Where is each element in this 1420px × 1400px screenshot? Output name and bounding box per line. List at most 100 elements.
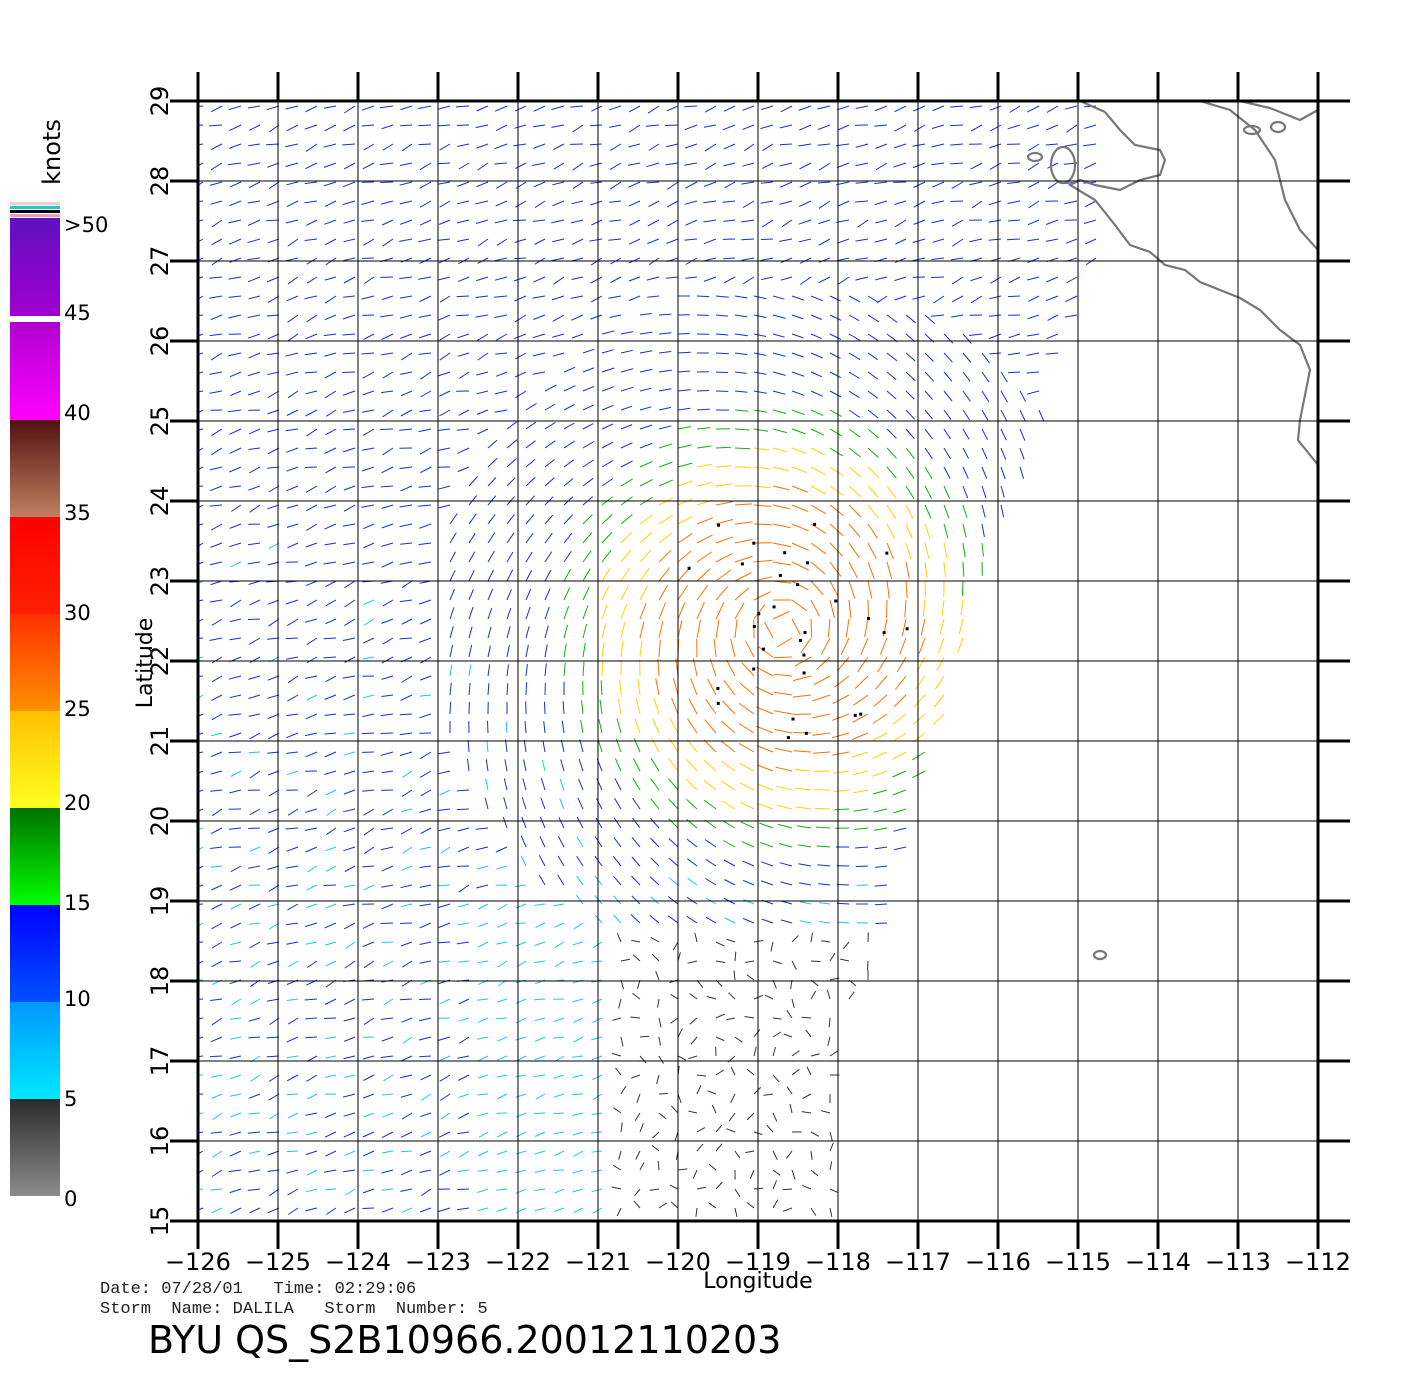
rain-flag-dot <box>802 653 806 657</box>
latitude-label: Latitude <box>133 618 158 709</box>
wind-barb-group <box>601 447 964 810</box>
colorbar-band <box>10 904 60 1002</box>
wind-barb-group <box>639 485 926 772</box>
lon-tick-label: −122 <box>485 1248 551 1276</box>
lat-tick-label: 27 <box>146 246 174 277</box>
lon-tick-label: −124 <box>325 1248 391 1276</box>
lat-tick-label: 21 <box>146 726 174 757</box>
wind-vectors <box>198 105 1097 1218</box>
lon-tick-label: −123 <box>405 1248 471 1276</box>
rain-flag-dot <box>805 561 809 565</box>
wind-barb-group <box>563 409 984 848</box>
colorbar-overflow-stripe <box>10 214 60 217</box>
colorbar-tick-label: 30 <box>64 601 91 625</box>
lat-tick-label: 16 <box>146 1126 174 1157</box>
rain-flag-dot <box>799 639 803 643</box>
rain-flag-dot <box>717 523 721 527</box>
lat-tick-label: 29 <box>146 86 174 117</box>
lat-tick-label: 20 <box>146 806 174 837</box>
lon-tick-label: −112 <box>1285 1248 1351 1276</box>
lat-tick-label: 25 <box>146 406 174 437</box>
lon-tick-label: −116 <box>965 1248 1031 1276</box>
wind-barb-group <box>198 105 1097 1215</box>
colorbar-band <box>10 322 60 420</box>
rain-flag-dot <box>740 562 744 566</box>
storm-info: Storm Name: DALILA Storm Number: 5 <box>100 1300 488 1319</box>
lon-tick-label: −117 <box>885 1248 951 1276</box>
island <box>1026 151 1044 163</box>
colorbar-tick-label: 10 <box>64 987 91 1011</box>
rain-flag-dot <box>882 631 886 635</box>
lat-tick-label: 15 <box>146 1206 174 1237</box>
lon-tick-label: −120 <box>645 1248 711 1276</box>
rain-flag-dot <box>859 712 863 716</box>
colorbar-tick-label: 5 <box>64 1087 77 1111</box>
lat-lon-grid <box>170 72 1350 1249</box>
wind-barb-group <box>611 932 869 1218</box>
rain-flag-dot <box>687 566 691 570</box>
island <box>1269 120 1287 134</box>
lon-tick-label: −126 <box>165 1248 231 1276</box>
rain-flag-dot <box>757 612 761 616</box>
rain-flag-dot <box>867 616 871 620</box>
colorbar-band <box>10 710 60 808</box>
rain-flag-dot <box>752 667 756 671</box>
rain-flag-dot <box>716 686 720 690</box>
axis-ticks: −126 −125 −124 −123 −122 −121 −120 −119 −118 −117… <box>146 86 1351 1276</box>
island <box>1049 145 1077 185</box>
colorbar-unit-label: knots <box>38 119 66 185</box>
lon-tick-label: −119 <box>725 1248 791 1276</box>
colorbar-band <box>10 807 60 905</box>
lat-tick-label: 26 <box>146 326 174 357</box>
island-socorro <box>1092 949 1108 961</box>
island <box>1242 124 1262 136</box>
rain-flag-dot <box>834 599 838 603</box>
rain-flag-dot <box>772 605 776 609</box>
colorbar-band <box>10 1098 60 1196</box>
rain-flag-dot <box>761 647 765 651</box>
date-time-info: Date: 07/28/01 Time: 02:29:06 <box>100 1280 417 1299</box>
lon-tick-label: −121 <box>565 1248 631 1276</box>
colorbar-band <box>10 218 60 316</box>
wind-barb-group <box>198 542 869 1214</box>
plot-frame <box>196 99 1320 1223</box>
colorbar-overflow-stripe <box>10 210 60 213</box>
rain-flag-dot <box>813 522 817 526</box>
rain-flag-dot <box>803 630 807 634</box>
rain-flag-dot <box>778 573 782 577</box>
colorbar-band <box>10 613 60 711</box>
colorbar-tick-label: 20 <box>64 791 91 815</box>
lat-tick-label: 28 <box>146 166 174 197</box>
colorbar-overflow-stripe <box>10 206 60 209</box>
rain-flag-dot <box>786 736 790 740</box>
rain-flag-dot <box>804 731 808 735</box>
colorbar-tick-label: 0 <box>64 1187 77 1211</box>
longitude-label: Longitude <box>703 1269 812 1294</box>
colorbar-tick-label: 15 <box>64 891 91 915</box>
rain-flag-dot <box>783 551 787 555</box>
colorbar-legend: >50 45 40 35 30 25 20 15 10 5 0 <box>10 202 108 1211</box>
lat-tick-label: 22 <box>146 646 174 677</box>
colorbar-tick-label: 45 <box>64 301 91 325</box>
rain-flag-dot <box>796 583 800 587</box>
coastline <box>1026 101 1318 961</box>
colorbar-tick-label: 40 <box>64 401 91 425</box>
colorbar-band <box>10 516 60 614</box>
mainland-coast-north <box>1239 101 1318 122</box>
colorbar-tick-label: 35 <box>64 501 91 525</box>
rain-flag-dot <box>791 717 795 721</box>
rain-flag-dot <box>885 551 889 555</box>
rain-flag-dot <box>802 671 806 675</box>
lat-tick-label: 24 <box>146 486 174 517</box>
colorbar-tick-label: >50 <box>64 213 108 237</box>
colorbar-tick-label: 25 <box>64 697 91 721</box>
lon-tick-label: −125 <box>245 1248 311 1276</box>
baja-coast <box>1067 101 1318 466</box>
lat-tick-label: 18 <box>146 966 174 997</box>
lon-tick-label: −113 <box>1205 1248 1271 1276</box>
rain-flag-dot <box>853 713 857 717</box>
colorbar-overflow-stripe <box>10 202 60 205</box>
lon-tick-label: −115 <box>1045 1248 1111 1276</box>
lat-tick-label: 23 <box>146 566 174 597</box>
